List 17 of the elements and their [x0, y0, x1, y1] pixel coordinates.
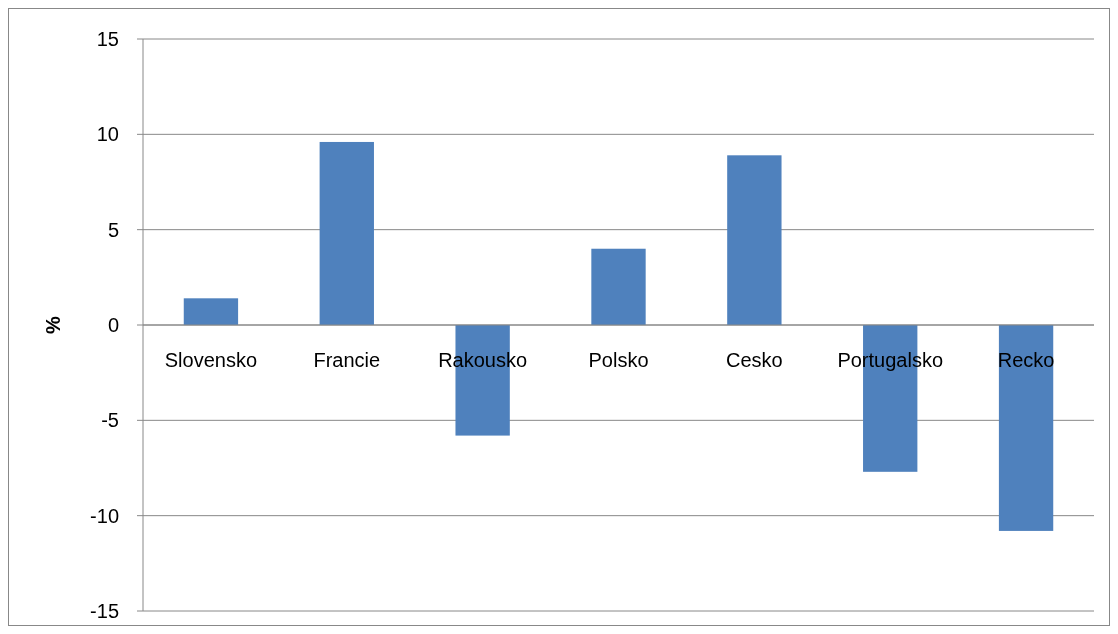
x-tick-label: Cesko [726, 349, 783, 371]
y-tick-label: -5 [101, 409, 119, 432]
y-tick-label: 0 [107, 314, 119, 336]
bar [319, 141, 374, 325]
y-tick-label: -15 [90, 600, 119, 622]
bar [183, 298, 239, 325]
y-tick-label: 15 [96, 28, 119, 50]
y-tick-label: -10 [90, 504, 119, 527]
y-axis-title: % [42, 315, 64, 334]
y-tick-label: 10 [96, 123, 119, 146]
bar [591, 248, 646, 325]
x-tick-label: Francie [313, 349, 381, 371]
x-tick-label: Slovensko [164, 349, 258, 371]
y-tick-label: 5 [107, 218, 119, 241]
bar [727, 155, 782, 325]
x-tick-label: Polsko [588, 349, 649, 371]
bar [998, 325, 1054, 531]
